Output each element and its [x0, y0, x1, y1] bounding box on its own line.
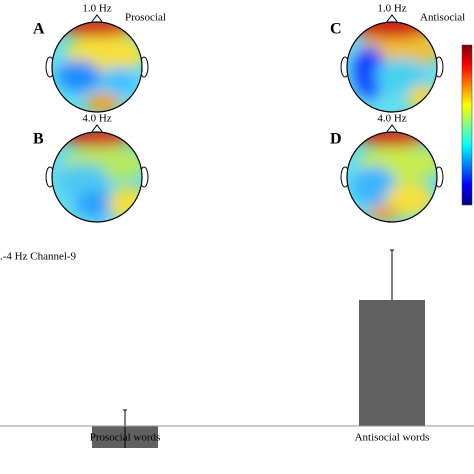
field-blob: [61, 132, 133, 147]
frequency-label: 1.0 Hz: [82, 3, 111, 15]
panel-letter: C: [330, 21, 342, 38]
nose: [90, 14, 104, 24]
field-blob: [367, 205, 399, 221]
field-blob: [375, 58, 427, 94]
topomap-field: [347, 132, 437, 222]
condition-label: Antisocial: [420, 12, 465, 24]
topomap: [340, 14, 444, 113]
chart-title: .-4 Hz Channel-9: [0, 251, 77, 263]
field-blob: [352, 166, 396, 206]
frequency-label: 4.0 Hz: [377, 113, 406, 125]
panel-letter: A: [33, 21, 45, 38]
field-blob: [101, 66, 138, 95]
field-blob: [356, 132, 428, 147]
head-outline: [51, 131, 143, 223]
field-blobs: [57, 132, 142, 222]
x-tick-label: Prosocial words: [90, 432, 161, 444]
panel-letter: B: [33, 131, 44, 148]
topomap-field: [52, 22, 142, 112]
x-tick-label: Antisocial words: [355, 432, 430, 444]
topomap: [45, 14, 149, 113]
field-blobs: [57, 22, 142, 112]
head-outline: [51, 21, 143, 113]
head-outline: [346, 21, 438, 113]
field-blob: [353, 45, 386, 98]
nose: [385, 124, 399, 134]
nose: [90, 124, 104, 134]
nose: [385, 14, 399, 24]
field-blob: [108, 186, 142, 222]
topomap: [340, 124, 444, 223]
head-outline: [346, 131, 438, 223]
topomap-field: [347, 22, 437, 112]
field-blob: [386, 181, 434, 218]
topomap-field: [52, 132, 142, 222]
field-blob: [352, 22, 432, 39]
condition-label: Prosocial: [125, 12, 166, 24]
field-blob: [75, 190, 119, 218]
field-blob: [59, 22, 135, 37]
topomap: [45, 124, 149, 223]
colorbar: [461, 44, 473, 206]
field-blob: [57, 60, 101, 92]
frequency-label: 1.0 Hz: [377, 3, 406, 15]
field-blobs: [352, 132, 437, 221]
bar: [359, 300, 425, 426]
field-blob: [85, 93, 122, 112]
panel-letter: D: [330, 131, 342, 148]
frequency-label: 4.0 Hz: [82, 113, 111, 125]
